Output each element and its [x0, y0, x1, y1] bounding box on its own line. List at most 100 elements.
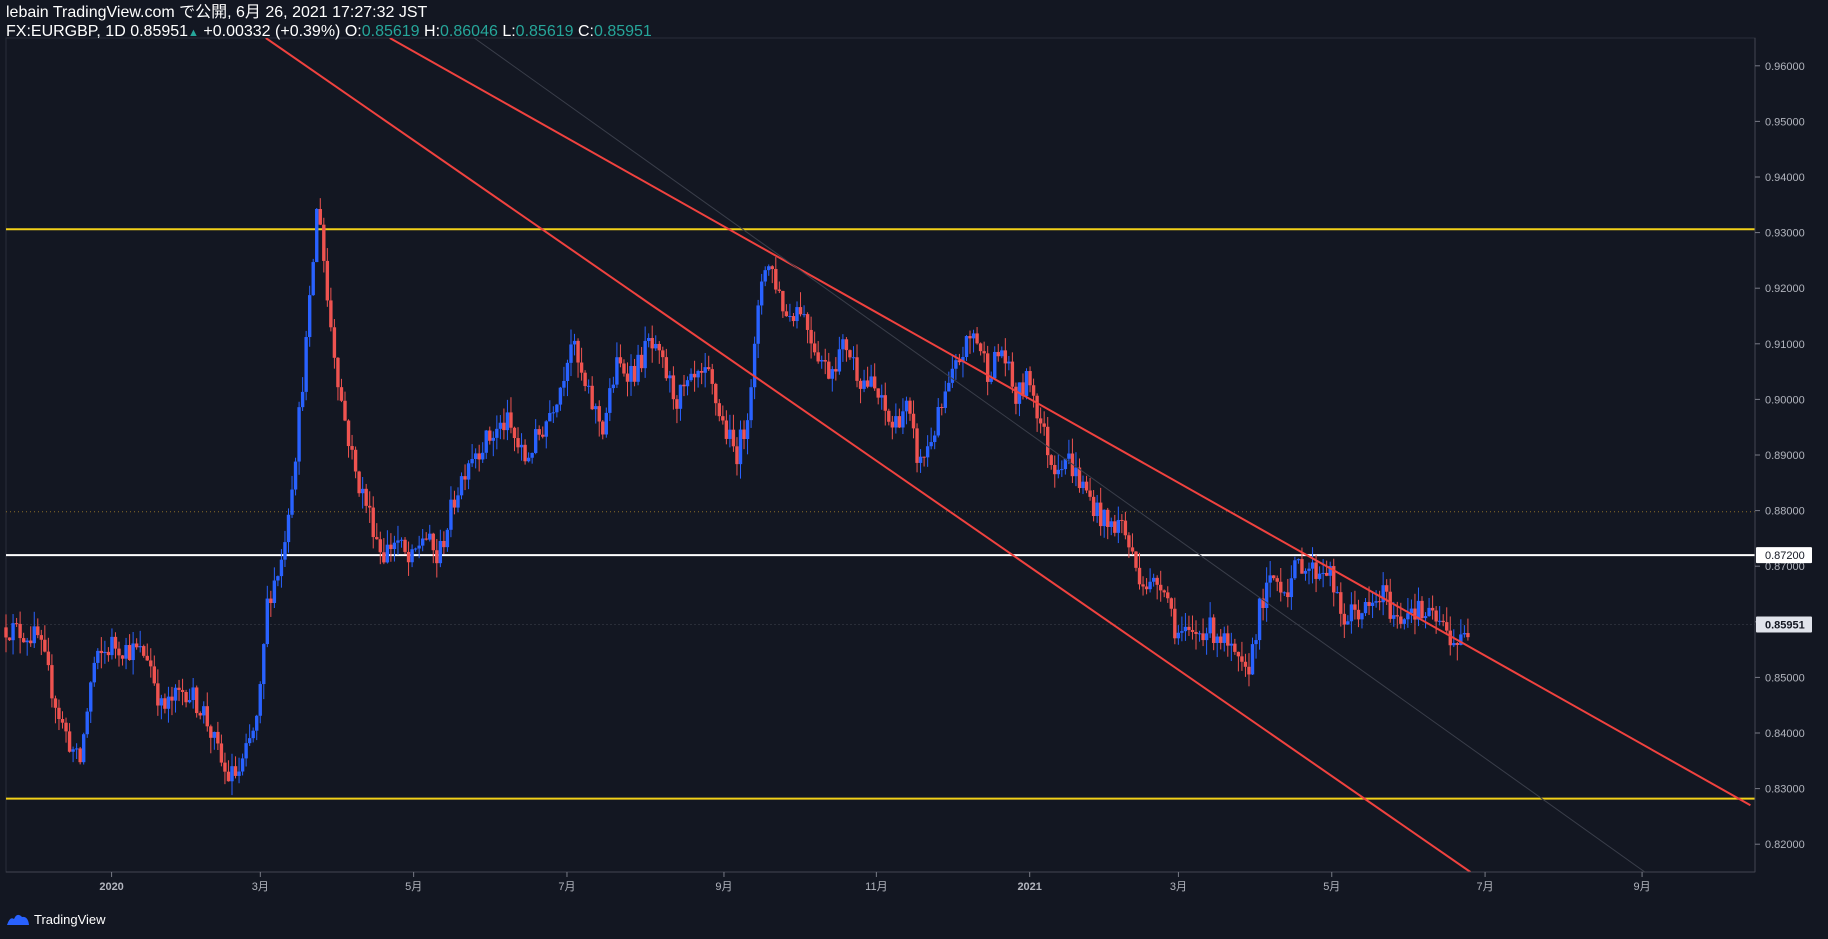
y-tick-label: 0.82000: [1765, 839, 1805, 851]
candle-body: [526, 457, 531, 462]
candle-body: [46, 651, 51, 666]
candle-body: [1031, 385, 1036, 396]
candle-body: [533, 429, 538, 453]
candle-body: [1264, 582, 1269, 608]
candle-body: [657, 343, 661, 351]
candle-body: [721, 416, 725, 421]
candle-body: [1399, 616, 1403, 624]
candle-body: [569, 344, 573, 363]
candle-body: [223, 762, 227, 772]
candle-body: [597, 406, 601, 422]
candle-body: [173, 687, 178, 701]
candle-body: [428, 533, 432, 540]
candle-body: [1144, 586, 1149, 590]
candle-body: [699, 371, 704, 373]
candle-body: [654, 343, 658, 349]
low-label: L:: [502, 23, 516, 40]
candle-body: [420, 538, 425, 546]
candle-body: [759, 281, 764, 306]
candle-body: [1208, 617, 1212, 634]
candle-body: [1247, 666, 1251, 675]
candle-body: [911, 413, 916, 429]
last-price: 0.85951: [130, 23, 189, 40]
candle-body: [25, 640, 29, 643]
y-tick-label: 0.90000: [1765, 394, 1805, 406]
candle-body: [1434, 610, 1438, 622]
candle-body: [212, 731, 217, 738]
y-tick-label: 0.88000: [1765, 506, 1805, 518]
candle-body: [678, 384, 683, 409]
candle-body: [1402, 619, 1407, 624]
candle-body: [106, 651, 111, 656]
candle-body: [498, 422, 503, 429]
candle-body: [1180, 631, 1184, 633]
candle-body: [399, 539, 404, 541]
candle-body: [823, 360, 827, 362]
candle-body: [226, 771, 231, 782]
x-tick-label: 2020: [99, 881, 123, 893]
candle-body: [865, 380, 870, 387]
candle-body: [67, 731, 72, 752]
candle-body: [4, 627, 8, 638]
candle-body: [177, 687, 181, 690]
candle-body: [1406, 613, 1410, 620]
candle-body: [1116, 519, 1121, 533]
candle-body: [770, 266, 774, 269]
candle-body: [1024, 371, 1029, 397]
candle-body: [473, 453, 478, 459]
channel-lower-line: [265, 38, 1471, 872]
candle-body: [1240, 656, 1244, 662]
candle-body: [1324, 572, 1329, 576]
y-tick-label: 0.83000: [1765, 784, 1805, 796]
candle-body: [894, 416, 898, 428]
candle-body: [1423, 616, 1428, 619]
candle-body: [74, 748, 79, 750]
candle-body: [1106, 509, 1110, 527]
candle-body: [1427, 607, 1431, 617]
candle-body: [548, 413, 552, 422]
y-tick-label: 0.92000: [1765, 283, 1805, 295]
candle-body: [1204, 633, 1209, 641]
x-tick-label: 3月: [252, 881, 269, 893]
candle-body: [957, 360, 962, 363]
candle-body: [131, 643, 135, 661]
candle-body: [279, 559, 284, 577]
close-label: C:: [577, 23, 594, 40]
candle-body: [562, 380, 566, 388]
low-value: 0.85619: [515, 23, 574, 40]
candle-body: [943, 391, 947, 408]
candle-body: [689, 373, 693, 381]
candle-body: [802, 314, 806, 316]
last-price-tag: [1756, 616, 1812, 633]
candle-body: [876, 388, 880, 398]
ohlc-line: FX:EURGBP, 1D 0.85951▲ +0.00332 (+0.39%)…: [6, 22, 1828, 43]
candle-body: [950, 368, 955, 383]
candle-body: [258, 684, 262, 716]
candle-body: [449, 499, 453, 530]
candle-body: [343, 400, 347, 421]
candle-body: [1042, 423, 1046, 427]
candle-body: [1268, 575, 1272, 583]
candle-body: [675, 399, 679, 409]
candle-body: [1183, 626, 1188, 632]
candle-body: [85, 711, 89, 735]
up-arrow-icon: ▲: [188, 27, 199, 39]
grid-lines: [5, 37, 1756, 873]
candle-body: [1176, 632, 1181, 639]
candle-body: [142, 646, 146, 656]
key-level-price-label: 0.87200: [1765, 550, 1805, 562]
candle-body: [933, 435, 937, 443]
candle-body: [851, 357, 856, 359]
candle-body: [413, 548, 418, 550]
candle-body: [1000, 350, 1004, 357]
candle-body: [664, 357, 669, 379]
candle-body: [1413, 608, 1417, 620]
candle-body: [777, 289, 782, 291]
tradingview-branding[interactable]: TradingView: [6, 912, 106, 927]
candle-body: [375, 537, 379, 540]
candle-body: [293, 461, 298, 490]
candle-body: [198, 713, 202, 716]
x-tick-label: 5月: [1323, 881, 1340, 893]
trend-lines[interactable]: [265, 38, 1751, 872]
